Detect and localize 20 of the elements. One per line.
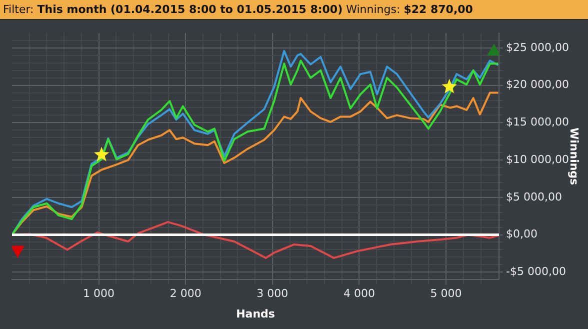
chart-subtitle: Winnings: $22 870,00 — [346, 3, 473, 16]
point — [442, 78, 457, 94]
x-tick-label: 4 000 — [343, 287, 375, 300]
point — [487, 44, 499, 56]
y-axis-title: Winnings — [568, 128, 581, 186]
x-tick-label: 1 000 — [83, 287, 115, 300]
x-axis-title: Hands — [236, 307, 276, 320]
y-tick-label: $15 000,00 — [506, 116, 569, 129]
y-tick-label: $25 000,00 — [506, 40, 569, 54]
y-tick-label: -$5 000,00 — [506, 264, 566, 278]
x-tick-label: 3 000 — [256, 287, 288, 300]
chart-title: Filter: This month (01.04.2015 8:00 to 01.05.2015 8:00) — [3, 3, 343, 16]
point — [12, 246, 24, 258]
y-tick-label: $0,00 — [506, 228, 538, 241]
x-tick-label: 5 000 — [430, 287, 462, 300]
y-tick-label: $20 000,00 — [506, 78, 569, 92]
y-tick-label: $5 000,00 — [506, 190, 562, 204]
x-tick-label: 2 000 — [170, 287, 202, 300]
point — [94, 146, 110, 162]
y-tick-label: $10 000,00 — [506, 152, 569, 166]
